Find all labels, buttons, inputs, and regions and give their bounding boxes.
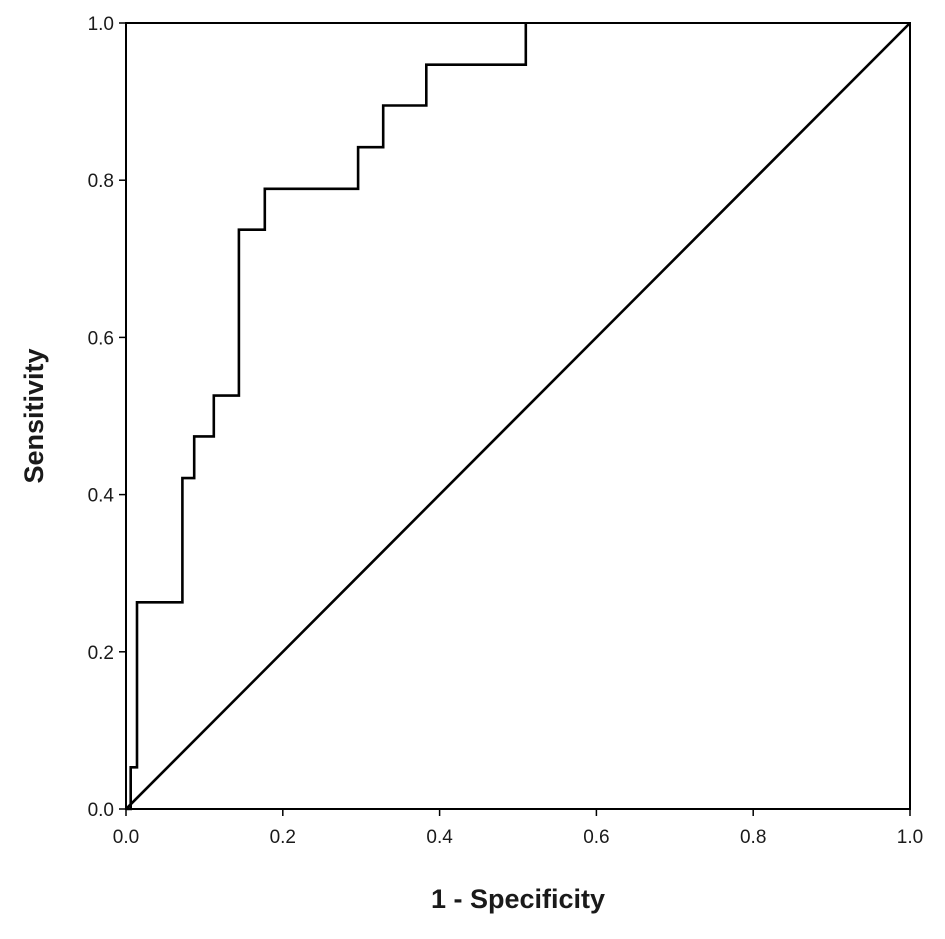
y-tick-label: 0.8 bbox=[88, 171, 114, 192]
y-tick-label: 0.4 bbox=[88, 486, 115, 507]
y-tick-label: 1.0 bbox=[88, 14, 114, 35]
roc-curve-line bbox=[126, 23, 528, 811]
x-tick-label: 0.4 bbox=[426, 827, 453, 848]
x-tick-label: 0.0 bbox=[113, 827, 139, 848]
x-tick-label: 0.6 bbox=[583, 827, 609, 848]
plot-frame bbox=[125, 22, 911, 810]
y-tick-label: 0.6 bbox=[88, 328, 114, 349]
reference-diagonal-line bbox=[125, 22, 911, 810]
y-tick-label: 0.0 bbox=[88, 800, 114, 821]
x-tick-label: 1.0 bbox=[897, 827, 923, 848]
y-tick-label: 0.2 bbox=[88, 643, 114, 664]
x-tick-label: 0.8 bbox=[740, 827, 766, 848]
y-axis-title: Sensitivity bbox=[19, 348, 49, 483]
x-axis-title: 1 - Specificity bbox=[431, 884, 605, 914]
plot-area: 0.0 0.2 0.4 0.6 0.8 1.0 0.0 0.2 0.4 0.6 0.8 1.0 bbox=[88, 14, 924, 848]
x-tick-label: 0.2 bbox=[270, 827, 296, 848]
